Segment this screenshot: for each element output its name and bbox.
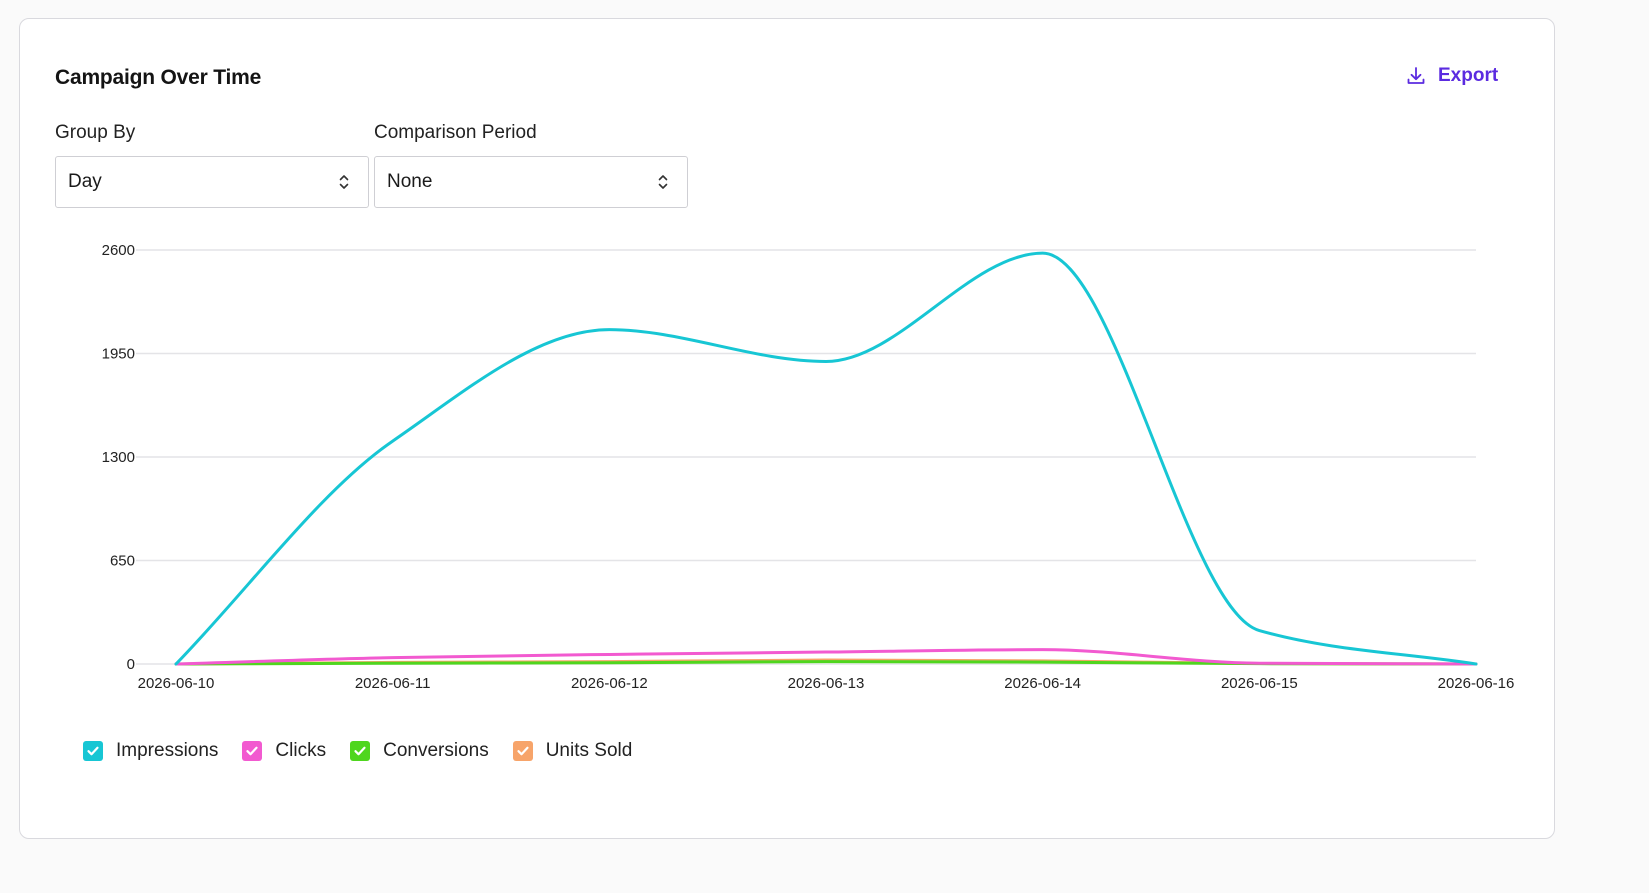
legend-label: Units Sold <box>545 740 633 761</box>
comparison-period-label: Comparison Period <box>374 122 537 143</box>
export-button[interactable]: Export <box>1406 65 1498 87</box>
x-tick-label: 2026-06-16 <box>1438 675 1515 692</box>
y-tick-label: 650 <box>110 553 135 570</box>
comparison-period-value: None <box>387 171 433 192</box>
checkbox-check-icon[interactable] <box>350 741 371 761</box>
card-title: Campaign Over Time <box>55 66 262 89</box>
checkbox-check-icon[interactable] <box>512 741 533 761</box>
y-tick-label: 2600 <box>102 242 135 259</box>
legend-item-impressions[interactable]: Impressions <box>83 740 218 762</box>
x-tick-label: 2026-06-11 <box>355 675 431 692</box>
export-label: Export <box>1438 65 1499 86</box>
x-tick-label: 2026-06-14 <box>1004 675 1081 692</box>
campaign-chart-card: Campaign Over Time Export Group By Day C… <box>19 18 1555 839</box>
legend-item-conversions[interactable]: Conversions <box>350 740 489 762</box>
group-by-value: Day <box>68 171 102 192</box>
x-tick-label: 2026-06-12 <box>571 675 648 692</box>
y-tick-label: 1950 <box>102 346 135 363</box>
x-tick-label: 2026-06-13 <box>788 675 865 692</box>
x-tick-label: 2026-06-15 <box>1221 675 1298 692</box>
legend-item-units-sold[interactable]: Units Sold <box>512 740 633 762</box>
comparison-period-select[interactable]: None <box>374 156 688 208</box>
series-line-clicks <box>174 648 1478 666</box>
legend-item-clicks[interactable]: Clicks <box>242 740 326 762</box>
chevron-up-down-icon <box>338 173 350 191</box>
legend-label: Clicks <box>275 740 327 761</box>
chevron-up-down-icon <box>657 173 669 191</box>
checkbox-check-icon[interactable] <box>242 741 263 761</box>
chart-legend: Impressions Clicks Conversions Units Sold <box>83 740 656 762</box>
checkbox-check-icon[interactable] <box>83 741 103 761</box>
legend-label: Impressions <box>116 740 219 761</box>
group-by-label: Group By <box>55 122 136 143</box>
group-by-select[interactable]: Day <box>55 156 369 208</box>
y-tick-label: 1300 <box>102 449 135 466</box>
legend-label: Conversions <box>383 740 489 761</box>
y-tick-label: 0 <box>127 656 135 673</box>
series-line-impressions <box>174 251 1478 666</box>
x-tick-label: 2026-06-10 <box>138 675 215 692</box>
download-icon <box>1406 66 1426 86</box>
